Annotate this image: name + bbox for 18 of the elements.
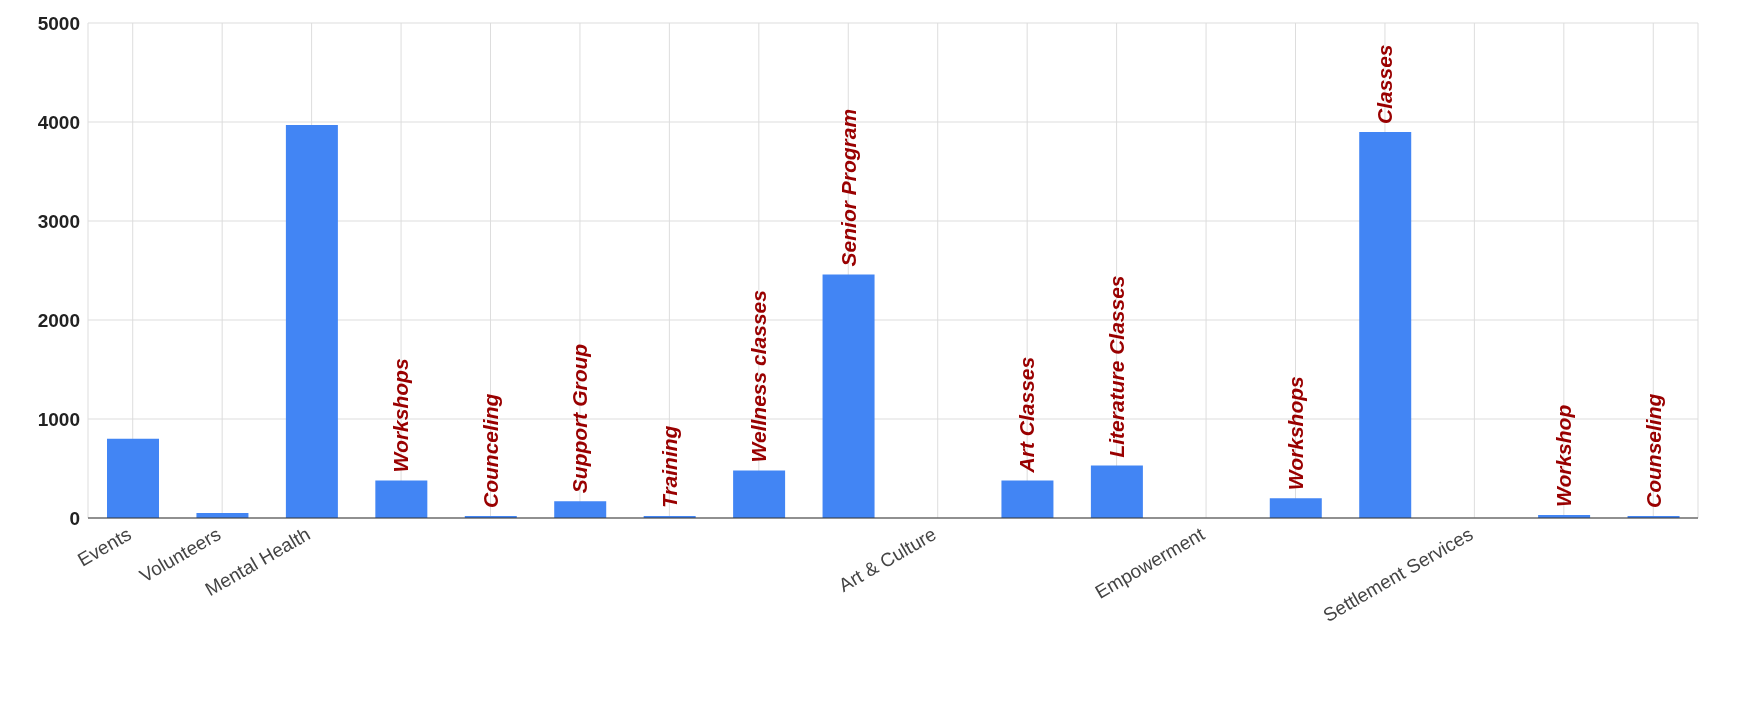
data-label: Support Group: [568, 343, 592, 494]
y-tick-label: 4000: [37, 111, 80, 133]
data-label: Counseling: [1641, 393, 1665, 508]
data-label: Literature Classes: [1104, 275, 1128, 458]
data-label: Counceling: [478, 393, 502, 508]
data-label: Senior Program: [836, 108, 860, 267]
data-label: Training: [657, 425, 681, 508]
y-tick-label: 0: [69, 507, 80, 529]
y-tick-label: 2000: [37, 309, 80, 331]
y-tick-label: 3000: [37, 210, 80, 232]
y-tick-label: 1000: [37, 408, 80, 430]
data-label: Wellness classes: [747, 290, 771, 463]
data-label: Workshops: [389, 358, 413, 473]
data-label: Art Classes: [1015, 356, 1039, 474]
y-tick-label: 5000: [37, 12, 80, 34]
data-label: Workshop: [1552, 404, 1576, 508]
data-label: Classes: [1373, 44, 1397, 124]
data-label: Workshops: [1283, 376, 1307, 491]
